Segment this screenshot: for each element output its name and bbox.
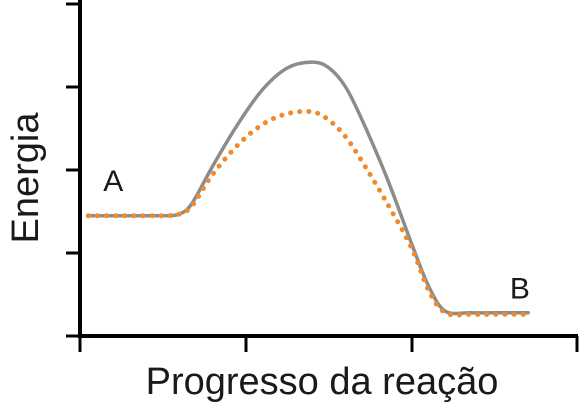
x-axis-title: Progresso da reação bbox=[146, 361, 499, 403]
y-ticks bbox=[66, 2, 80, 338]
y-axis-title: Energia bbox=[5, 112, 47, 244]
dotted-energy-curve bbox=[85, 108, 531, 318]
x-ticks bbox=[78, 336, 579, 352]
series-layer bbox=[85, 60, 531, 318]
annotation-b: B bbox=[510, 273, 530, 306]
annotations: AB bbox=[103, 165, 530, 306]
annotation-a: A bbox=[103, 165, 123, 198]
solid-energy-curve bbox=[86, 60, 530, 316]
